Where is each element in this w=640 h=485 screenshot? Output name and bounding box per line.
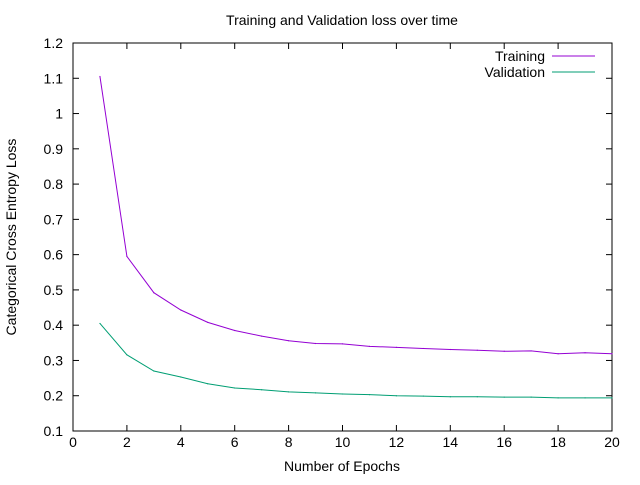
y-tick-label: 0.1 [44,423,64,439]
validation-data-point [288,391,290,393]
x-tick-label: 16 [496,434,512,450]
validation-data-point [126,354,128,356]
training-data-point [557,353,559,355]
training-data-point [449,348,451,351]
validation-data-point [341,393,344,395]
x-axis-label: Number of Epochs [284,458,400,474]
training-data-point [261,335,263,337]
validation-data-point [530,396,532,398]
validation-data-point [611,397,613,399]
training-data-point [314,342,317,345]
validation-data-point [584,397,586,399]
x-tick-label: 0 [69,434,77,450]
training-data-point [153,292,155,294]
plot-frame [72,42,613,432]
validation-data-point [153,370,155,372]
training-data-point [584,352,586,354]
legend-label-training: Training [495,48,545,64]
x-tick-label: 12 [389,434,405,450]
validation-data-point [180,376,182,378]
training-data-point [395,346,397,349]
x-tick-label: 6 [231,434,239,450]
training-data-point [126,255,128,257]
y-tick-label: 0.6 [44,247,64,263]
x-tick-label: 2 [123,434,131,450]
y-tick-label: 0.2 [44,388,64,404]
validation-data-point [207,383,209,385]
y-tick-label: 0.8 [44,176,64,192]
y-tick-label: 1 [55,106,63,122]
y-tick-label: 1.2 [44,35,64,51]
validation-data-point [476,396,478,398]
validation-data-point [234,387,236,389]
training-data-point [422,347,424,350]
y-tick-label: 0.4 [44,317,64,333]
training-data-point [180,309,182,311]
training-data-point [611,353,613,355]
validation-data-point [449,396,451,398]
y-tick-label: 0.7 [44,211,64,227]
validation-data-point [557,397,559,399]
training-data-point [368,345,371,347]
x-tick-label: 20 [604,434,620,450]
y-tick-label: 0.3 [44,352,64,368]
training-data-point [530,350,532,352]
x-tick-label: 8 [285,434,293,450]
validation-data-point [99,322,101,325]
training-data-point [341,343,344,345]
x-tick-label: 14 [443,434,459,450]
training-data-point [99,75,101,78]
series-lines [99,75,613,399]
y-tick-label: 0.5 [44,282,64,298]
y-axis-label: Categorical Cross Entropy Loss [3,139,19,336]
validation-data-point [395,395,397,397]
chart-title: Training and Validation loss over time [226,12,458,28]
legend-label-validation: Validation [485,64,545,80]
validation-data-point [503,396,505,398]
axis-ticks: 0 2 4 6 8 10 12 14 16 18 20 0.1 0.2 0.3 0.4 0.5 0.6 0.7 0.… [44,35,620,450]
training-data-point [207,321,209,323]
training-data-point [288,340,290,342]
y-tick-label: 1.1 [44,70,64,86]
training-data-point [476,349,478,351]
training-data-point [234,329,236,332]
validation-data-point [314,392,317,394]
validation-series-line [99,323,612,399]
x-tick-label: 10 [335,434,351,450]
validation-data-point [261,389,263,391]
validation-data-point [368,394,371,396]
x-tick-label: 4 [177,434,185,450]
training-data-point [503,350,505,352]
validation-data-point [422,395,424,397]
y-tick-label: 0.9 [44,141,64,157]
x-tick-label: 18 [550,434,566,450]
training-series-line [99,76,613,355]
